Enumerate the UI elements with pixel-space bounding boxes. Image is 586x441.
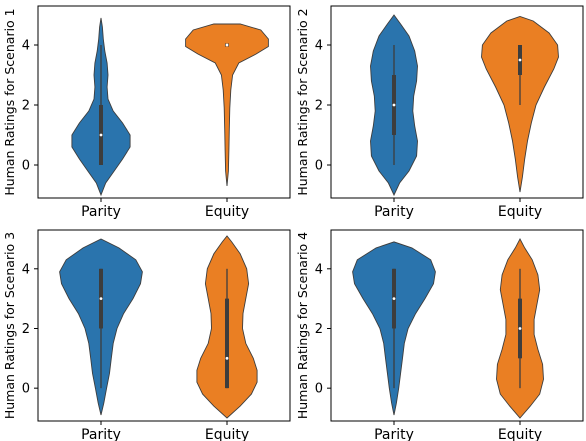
x-category-label: Parity xyxy=(374,204,414,220)
median-dot-equity xyxy=(225,43,229,47)
y-tick-label: 0 xyxy=(22,159,30,174)
median-dot-equity xyxy=(518,327,522,330)
y-axis-label: Human Ratings for Scenario 4 xyxy=(295,232,310,419)
y-tick-label: 4 xyxy=(22,39,30,54)
y-axis-label: Human Ratings for Scenario 1 xyxy=(2,8,17,195)
subplot-scenario-3: 0 2 4 Parity Equity Human Ratings for Scenari… xyxy=(2,229,291,441)
violin-equity xyxy=(185,23,269,187)
y-tick-label: 4 xyxy=(315,39,323,54)
x-category-label: Equity xyxy=(498,427,542,441)
subplot-scenario-2: 0 2 4 Parity Equity Human Ratings for Scenari… xyxy=(295,5,584,220)
x-category-label: Parity xyxy=(374,427,414,441)
y-tick-label: 4 xyxy=(315,262,323,277)
median-dot-parity xyxy=(392,297,396,301)
x-category-label: Parity xyxy=(81,427,121,441)
plot-frame xyxy=(37,229,291,422)
median-dot-parity xyxy=(392,103,396,107)
plot-frame xyxy=(330,229,584,422)
plot-frame xyxy=(37,5,291,199)
y-tick-label: 0 xyxy=(315,159,323,174)
median-dot-equity xyxy=(518,58,522,62)
y-tick-label: 2 xyxy=(315,322,323,337)
plot-frame xyxy=(330,5,584,199)
median-dot-parity xyxy=(99,133,103,137)
y-axis-label: Human Ratings for Scenario 2 xyxy=(295,8,310,195)
median-dot-equity xyxy=(225,356,229,360)
y-tick-label: 0 xyxy=(315,382,323,397)
x-category-label: Parity xyxy=(81,204,121,220)
median-dot-parity xyxy=(99,297,103,301)
x-category-label: Equity xyxy=(205,427,249,441)
y-tick-label: 2 xyxy=(315,99,323,114)
y-tick-label: 0 xyxy=(22,382,30,397)
subplot-scenario-1: 0 2 4 Parity Equity Human Ratings for Scenari… xyxy=(2,5,291,220)
subplot-scenario-4: 0 2 4 Parity Equity Human Ratings for Scenari… xyxy=(295,229,584,441)
y-tick-label: 2 xyxy=(22,322,30,337)
x-category-label: Equity xyxy=(205,204,249,220)
y-tick-label: 4 xyxy=(22,262,30,277)
y-tick-label: 2 xyxy=(22,99,30,114)
y-axis-label: Human Ratings for Scenario 3 xyxy=(2,232,17,419)
x-category-label: Equity xyxy=(498,204,542,220)
